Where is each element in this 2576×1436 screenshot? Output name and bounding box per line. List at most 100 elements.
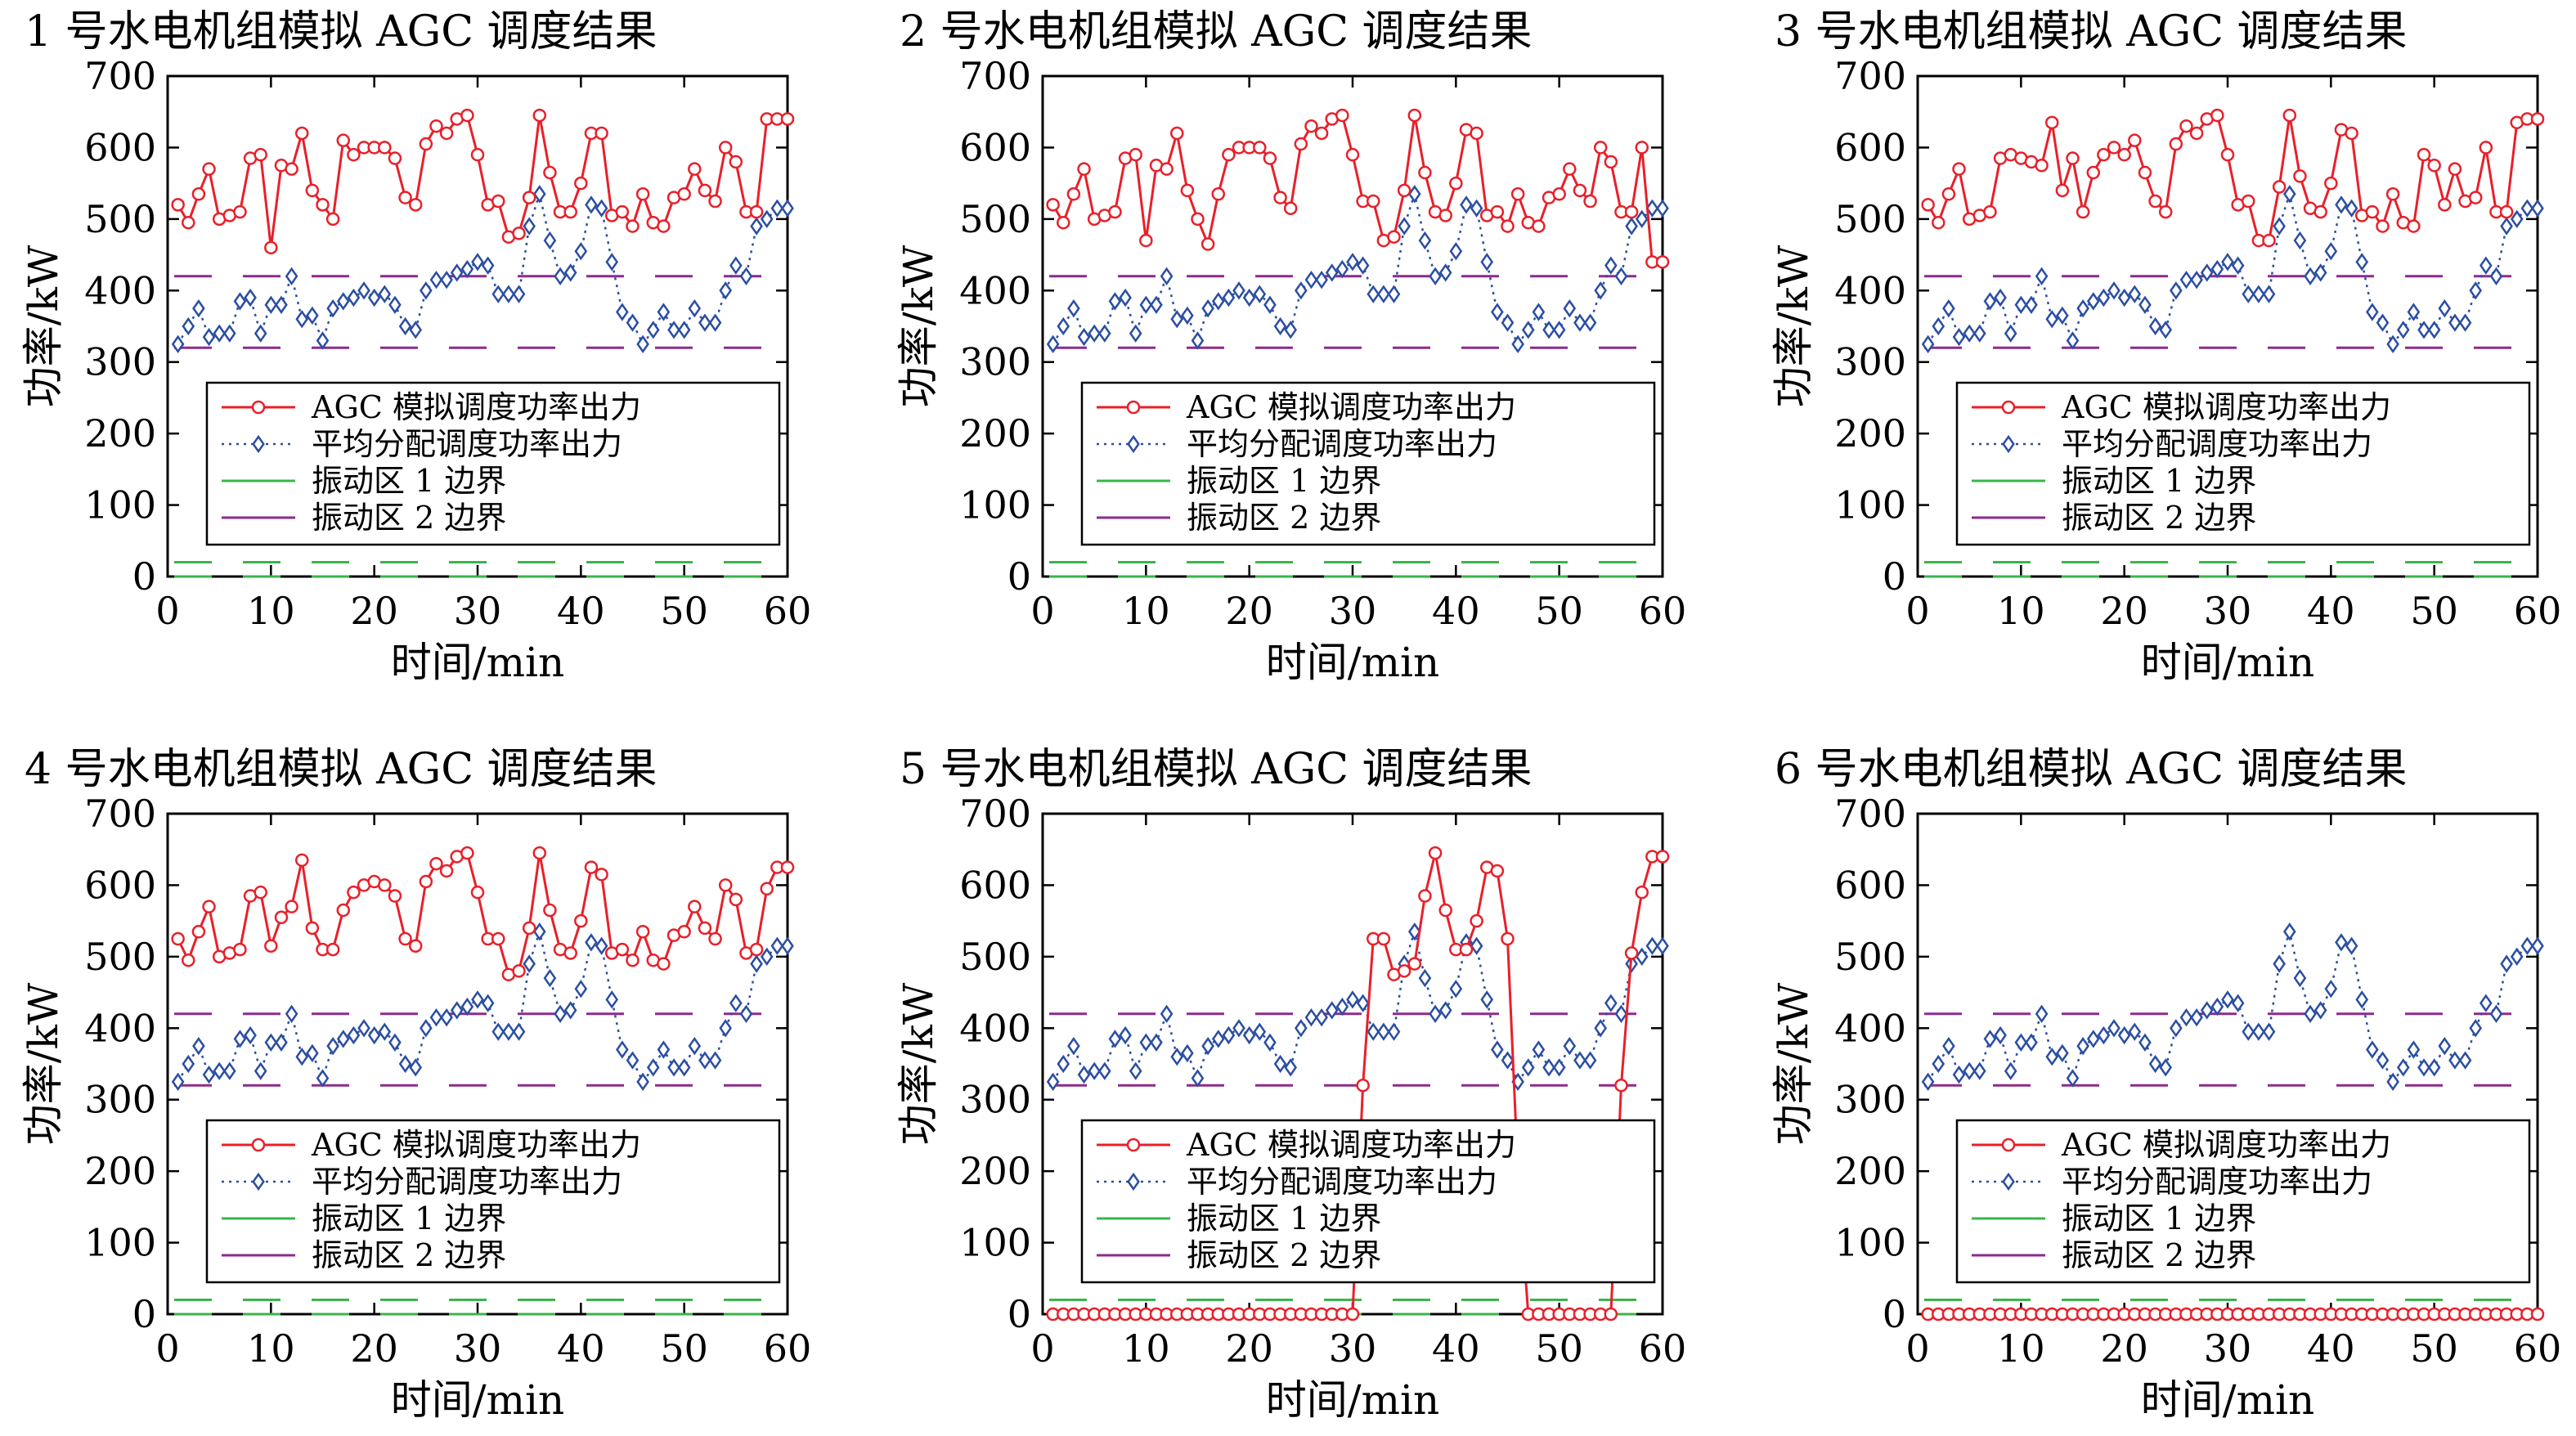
average-dispatch-point [2458,313,2472,332]
x-tick-label: 50 [660,1326,708,1371]
agc-dispatch-point [1407,108,1422,123]
x-tick-label: 0 [1905,589,1929,633]
agc-dispatch-point [1655,850,1670,864]
agc-dispatch-point [1387,230,1401,244]
agc-dispatch-point [2210,108,2224,123]
agc-dispatch-point [1139,233,1153,248]
x-tick-label: 10 [1122,589,1170,633]
average-dispatch-point [677,321,691,339]
average-dispatch-point [1438,263,1452,282]
average-dispatch-point [1088,1061,1101,1080]
average-dispatch-point [512,285,526,303]
agc-dispatch-point [2272,180,2287,194]
agc-dispatch-point [1635,141,1649,155]
average-dispatch-point [491,285,505,303]
agc-dispatch-point [316,198,330,212]
x-tick-label: 10 [1997,1326,2045,1371]
average-dispatch-point [1367,285,1380,303]
average-dispatch-point [2252,285,2265,303]
agc-dispatch-point [1614,1078,1628,1093]
agc-dispatch-point [2242,194,2255,209]
chart-panel-6: 6 号水电机组模拟 AGC 调度结果0100200300400500600700… [1770,745,2561,1424]
average-dispatch-point [306,1043,319,1063]
agc-dispatch-point [2066,151,2080,165]
legend-entry-label: 振动区 1 边界 [2062,463,2256,499]
average-dispatch-point [1573,1051,1586,1070]
average-dispatch-point [440,1007,453,1027]
average-dispatch-point [626,1051,640,1070]
agc-dispatch-point [1273,191,1287,204]
average-dispatch-point [532,922,546,941]
average-dispatch-point [2200,263,2214,282]
agc-dispatch-point [543,903,557,918]
agc-dispatch-line [177,114,788,249]
average-dispatch-point [264,1033,278,1052]
y-tick-label: 300 [84,340,156,384]
agc-dispatch-point [1438,209,1452,222]
agc-dispatch-point [2385,187,2400,201]
average-dispatch-point [2448,313,2462,332]
average-dispatch-point [2210,997,2224,1016]
average-dispatch-point [2159,1058,2173,1077]
agc-dispatch-point [460,108,474,123]
average-dispatch-point [2066,1069,2080,1088]
average-dispatch-point [1460,195,1473,214]
legend-entry-label: 平均分配调度功率出力 [1187,1164,1497,1200]
agc-dispatch-point [1397,964,1411,978]
agc-dispatch-point [635,925,650,939]
agc-dispatch-point [2086,165,2101,180]
agc-dispatch-point [398,191,412,204]
agc-dispatch-point [2117,147,2131,162]
y-tick-label: 300 [84,1078,156,1122]
agc-dispatch-point [1983,204,1997,219]
average-dispatch-point [1480,990,1494,1009]
average-dispatch-point [347,1025,361,1045]
average-dispatch-point [1170,1048,1184,1066]
agc-dispatch-point [1552,187,1566,201]
agc-dispatch-point [708,931,722,946]
chart-title: 6 号水电机组模拟 AGC 调度结果 [1775,745,2408,794]
average-dispatch-point [1635,947,1649,967]
agc-dispatch-point [2107,141,2121,155]
agc-dispatch-point [2138,165,2152,180]
agc-dispatch-point [1222,147,1236,162]
legend-box [1080,1119,1656,1284]
average-dispatch-point [523,217,536,236]
y-tick-label: 300 [959,1078,1031,1122]
average-dispatch-point [2086,292,2100,311]
average-dispatch-point [2107,1019,2120,1038]
average-dispatch-point [2190,270,2203,289]
average-dispatch-point [2252,1022,2265,1041]
average-dispatch-point [1284,1058,1298,1077]
average-dispatch-point [1356,994,1370,1012]
legend-box [1955,381,2531,546]
average-dispatch-point [739,267,753,285]
average-dispatch-point [1377,285,1390,303]
agc-dispatch-point [1941,187,1956,201]
average-dispatch-point [1211,1030,1225,1048]
x-tick-label: 10 [247,1326,295,1371]
agc-dispatch-point [626,219,640,233]
y-tick-label: 0 [1883,1292,1906,1336]
agc-dispatch-point [1356,1078,1370,1093]
average-dispatch-point [1315,1007,1328,1027]
average-dispatch-point [1656,936,1669,955]
average-dispatch-point [739,1004,753,1023]
average-dispatch-point [336,292,350,311]
average-dispatch-point [1449,242,1463,261]
legend-entry-label: 振动区 1 边界 [2062,1200,2256,1236]
agc-dispatch-point [491,194,505,209]
average-dispatch-point [1932,1054,1945,1074]
agc-dispatch-point [563,204,577,219]
average-dispatch-point [1521,321,1535,339]
agc-dispatch-point [264,939,278,953]
x-tick-label: 60 [764,589,812,633]
agc-dispatch-point [2169,137,2183,151]
y-tick-label: 400 [84,268,156,312]
average-dispatch-point [326,1036,339,1056]
average-dispatch-point [182,316,195,336]
average-dispatch-point [2480,256,2493,275]
agc-dispatch-point [1563,162,1577,176]
